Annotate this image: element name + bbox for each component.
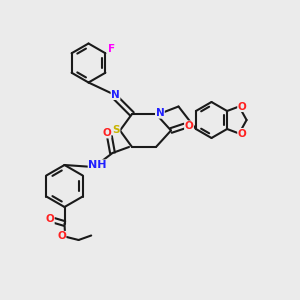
Text: O: O [45, 214, 54, 224]
Text: O: O [184, 121, 194, 131]
Text: O: O [102, 128, 111, 138]
Text: O: O [238, 128, 247, 139]
Text: NH: NH [88, 160, 107, 170]
Text: N: N [111, 89, 120, 100]
Text: F: F [108, 44, 116, 55]
Text: N: N [155, 108, 164, 118]
Text: O: O [238, 101, 247, 112]
Text: S: S [112, 124, 120, 135]
Text: O: O [57, 231, 66, 242]
